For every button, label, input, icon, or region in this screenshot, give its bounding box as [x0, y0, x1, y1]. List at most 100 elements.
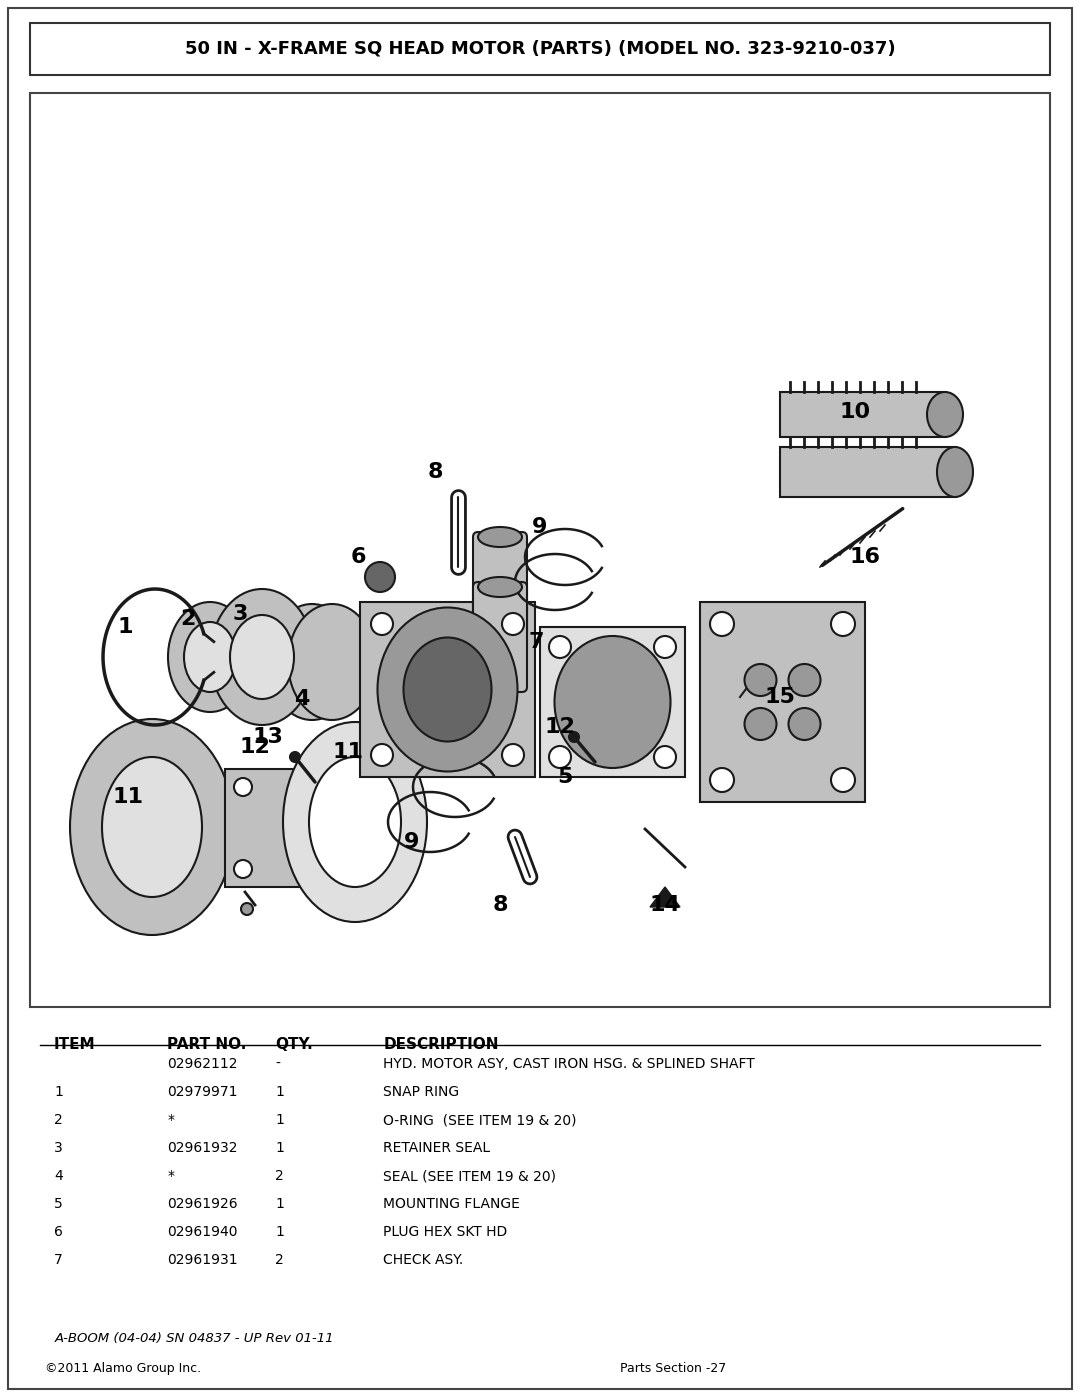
- Text: *: *: [167, 1113, 174, 1127]
- Text: 1: 1: [275, 1225, 284, 1239]
- Ellipse shape: [210, 590, 314, 725]
- Text: 1: 1: [54, 1085, 63, 1099]
- Text: 6: 6: [54, 1225, 63, 1239]
- Text: 1: 1: [118, 617, 133, 637]
- Circle shape: [710, 612, 734, 636]
- Text: PART NO.: PART NO.: [167, 1037, 246, 1052]
- Text: RETAINER SEAL: RETAINER SEAL: [383, 1141, 490, 1155]
- Text: 8: 8: [428, 462, 443, 482]
- Text: SNAP RING: SNAP RING: [383, 1085, 459, 1099]
- Circle shape: [831, 768, 855, 792]
- Ellipse shape: [378, 608, 517, 771]
- Text: DESCRIPTION: DESCRIPTION: [383, 1037, 499, 1052]
- FancyBboxPatch shape: [473, 532, 527, 643]
- Ellipse shape: [184, 622, 237, 692]
- Text: 9: 9: [532, 517, 548, 536]
- Text: 2: 2: [180, 609, 195, 629]
- Circle shape: [654, 746, 676, 768]
- Circle shape: [710, 768, 734, 792]
- Text: 02962112: 02962112: [167, 1058, 238, 1071]
- Text: 02961926: 02961926: [167, 1197, 238, 1211]
- Text: 10: 10: [839, 402, 870, 422]
- Text: 5: 5: [54, 1197, 63, 1211]
- Text: 9: 9: [404, 833, 420, 852]
- FancyBboxPatch shape: [360, 602, 535, 777]
- Text: 02979971: 02979971: [167, 1085, 238, 1099]
- Circle shape: [348, 778, 366, 796]
- Text: 11: 11: [112, 787, 144, 807]
- Text: Parts Section -27: Parts Section -27: [620, 1362, 726, 1375]
- Text: 1: 1: [275, 1113, 284, 1127]
- Circle shape: [365, 562, 395, 592]
- Text: 3: 3: [54, 1141, 63, 1155]
- Ellipse shape: [937, 447, 973, 497]
- Text: 1: 1: [275, 1141, 284, 1155]
- Text: 4: 4: [295, 689, 310, 710]
- Text: 2: 2: [275, 1253, 284, 1267]
- Text: 7: 7: [528, 631, 543, 652]
- FancyBboxPatch shape: [540, 627, 685, 777]
- Circle shape: [744, 664, 777, 696]
- FancyBboxPatch shape: [700, 602, 865, 802]
- Ellipse shape: [268, 604, 356, 719]
- Text: 02961932: 02961932: [167, 1141, 238, 1155]
- Ellipse shape: [309, 757, 401, 887]
- Text: 1: 1: [275, 1085, 284, 1099]
- Text: HYD. MOTOR ASY, CAST IRON HSG. & SPLINED SHAFT: HYD. MOTOR ASY, CAST IRON HSG. & SPLINED…: [383, 1058, 755, 1071]
- Text: PLUG HEX SKT HD: PLUG HEX SKT HD: [383, 1225, 508, 1239]
- Text: 1: 1: [275, 1197, 284, 1211]
- Text: 12: 12: [240, 738, 270, 757]
- Circle shape: [372, 613, 393, 636]
- Ellipse shape: [230, 615, 294, 698]
- Text: ITEM: ITEM: [54, 1037, 96, 1052]
- Text: -: -: [275, 1058, 281, 1071]
- Circle shape: [502, 745, 524, 766]
- Circle shape: [348, 861, 366, 877]
- Circle shape: [788, 664, 821, 696]
- Text: 02961931: 02961931: [167, 1253, 238, 1267]
- Circle shape: [744, 708, 777, 740]
- FancyBboxPatch shape: [780, 393, 945, 437]
- Circle shape: [831, 612, 855, 636]
- Ellipse shape: [478, 577, 522, 597]
- Text: O-RING  (SEE ITEM 19 & 20): O-RING (SEE ITEM 19 & 20): [383, 1113, 577, 1127]
- Text: 13: 13: [253, 726, 283, 747]
- Text: 2: 2: [54, 1113, 63, 1127]
- Text: 6: 6: [350, 548, 366, 567]
- Circle shape: [291, 752, 300, 761]
- Ellipse shape: [70, 719, 234, 935]
- Text: 02961940: 02961940: [167, 1225, 238, 1239]
- Circle shape: [549, 636, 571, 658]
- Text: 5: 5: [557, 767, 572, 787]
- Circle shape: [549, 746, 571, 768]
- Ellipse shape: [478, 527, 522, 548]
- FancyBboxPatch shape: [225, 768, 375, 887]
- Circle shape: [502, 613, 524, 636]
- Text: CHECK ASY.: CHECK ASY.: [383, 1253, 463, 1267]
- Text: ©2011 Alamo Group Inc.: ©2011 Alamo Group Inc.: [45, 1362, 201, 1375]
- Text: 7: 7: [54, 1253, 63, 1267]
- Ellipse shape: [288, 604, 376, 719]
- Ellipse shape: [283, 722, 427, 922]
- Ellipse shape: [168, 602, 252, 712]
- Text: 3: 3: [232, 604, 247, 624]
- Text: 2: 2: [275, 1169, 284, 1183]
- Text: 14: 14: [649, 895, 680, 915]
- Text: 16: 16: [850, 548, 880, 567]
- Circle shape: [654, 636, 676, 658]
- FancyBboxPatch shape: [473, 583, 527, 692]
- Text: 50 IN - X-FRAME SQ HEAD MOTOR (PARTS) (MODEL NO. 323-9210-037): 50 IN - X-FRAME SQ HEAD MOTOR (PARTS) (M…: [185, 41, 895, 59]
- Bar: [30, 22, 1050, 75]
- Text: QTY.: QTY.: [275, 1037, 313, 1052]
- Circle shape: [234, 778, 252, 796]
- Circle shape: [234, 861, 252, 877]
- Text: 15: 15: [765, 687, 796, 707]
- Bar: [30, 94, 1050, 1007]
- Circle shape: [788, 708, 821, 740]
- Text: 11: 11: [333, 742, 364, 761]
- Text: SEAL (SEE ITEM 19 & 20): SEAL (SEE ITEM 19 & 20): [383, 1169, 556, 1183]
- Polygon shape: [650, 887, 680, 907]
- Circle shape: [372, 745, 393, 766]
- Ellipse shape: [554, 636, 671, 768]
- Ellipse shape: [927, 393, 963, 437]
